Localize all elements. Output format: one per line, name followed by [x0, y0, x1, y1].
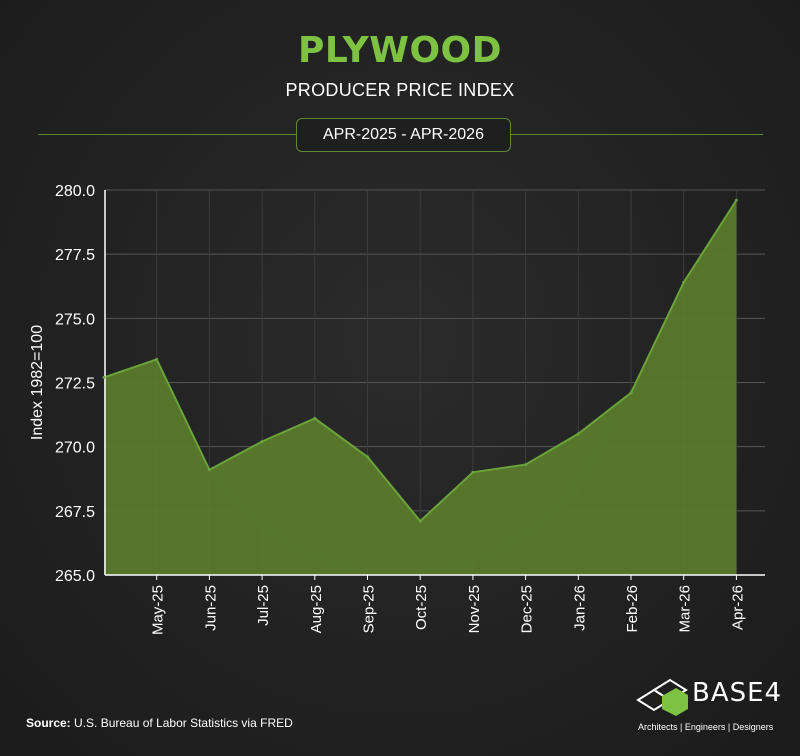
- divider-right: [511, 134, 763, 135]
- data-point-Dec-25: [524, 463, 528, 467]
- x-tick-label: Mar-26: [677, 585, 694, 633]
- data-point-Mar-26: [682, 280, 686, 284]
- x-tick-labels: May-25 Jun-25 Jul-25 Aug-25 Sep-25 Oct-25 Nov-…: [150, 575, 746, 635]
- date-range-badge: APR-2025 - APR-2026: [296, 118, 511, 152]
- area-fill: [104, 200, 737, 576]
- data-point-Sep-25: [366, 455, 369, 459]
- y-tick-label: 267.5: [55, 504, 95, 521]
- data-point-Aug-25: [313, 416, 317, 420]
- logo-tagline: Architects | Engineers | Designers: [638, 722, 774, 732]
- chart-subtitle: PRODUCER PRICE INDEX: [285, 80, 515, 100]
- x-tick-label: May-25: [150, 585, 167, 635]
- x-tick-label: Feb-26: [624, 585, 641, 633]
- data-point-Nov-25: [471, 470, 475, 474]
- data-point-Feb-26: [629, 391, 633, 395]
- y-tick-label: 277.5: [55, 247, 95, 264]
- y-tick-labels: 265.0 267.5 270.0 272.5 275.0 277.5 280.0: [55, 183, 95, 585]
- data-point-Apr-25: [102, 375, 106, 379]
- data-point-Apr-26: [734, 198, 738, 202]
- source-text: U.S. Bureau of Labor Statistics via FRED: [70, 716, 293, 730]
- y-tick-label: 270.0: [55, 440, 95, 457]
- base4-logo: BASE4 Architects | Engineers | Designers: [636, 676, 781, 738]
- x-tick-label: Oct-25: [413, 585, 430, 630]
- divider-left: [38, 134, 296, 135]
- y-tick-label: 272.5: [55, 376, 95, 393]
- y-axis-label: Index 1982=100: [29, 325, 46, 440]
- chart-title: PLYWOOD: [297, 30, 503, 71]
- data-point-Jan-26: [576, 432, 580, 436]
- x-tick-label: Sep-25: [361, 585, 378, 633]
- data-point-Oct-25: [418, 519, 422, 523]
- x-tick-label: Jun-25: [202, 585, 219, 631]
- x-tick-label: Apr-26: [729, 585, 746, 630]
- source-note: Source: U.S. Bureau of Labor Statistics …: [26, 716, 293, 730]
- data-point-Jul-25: [260, 440, 264, 444]
- data-points: [102, 198, 738, 523]
- x-tick-label: Aug-25: [308, 585, 325, 633]
- y-tick-label: 265.0: [55, 568, 95, 585]
- y-tick-label: 275.0: [55, 311, 95, 328]
- logo-wordmark: BASE4: [692, 678, 783, 708]
- x-tick-label: Dec-25: [519, 585, 536, 633]
- x-tick-label: Jan-26: [571, 585, 588, 631]
- data-point-May-25: [155, 357, 159, 361]
- data-point-Jun-25: [207, 468, 211, 472]
- x-tick-label: Jul-25: [255, 585, 272, 626]
- x-tick-label: Nov-25: [466, 585, 483, 633]
- y-tick-label: 280.0: [55, 183, 95, 200]
- source-label: Source:: [26, 716, 71, 730]
- base4-cube-icon: [636, 678, 688, 716]
